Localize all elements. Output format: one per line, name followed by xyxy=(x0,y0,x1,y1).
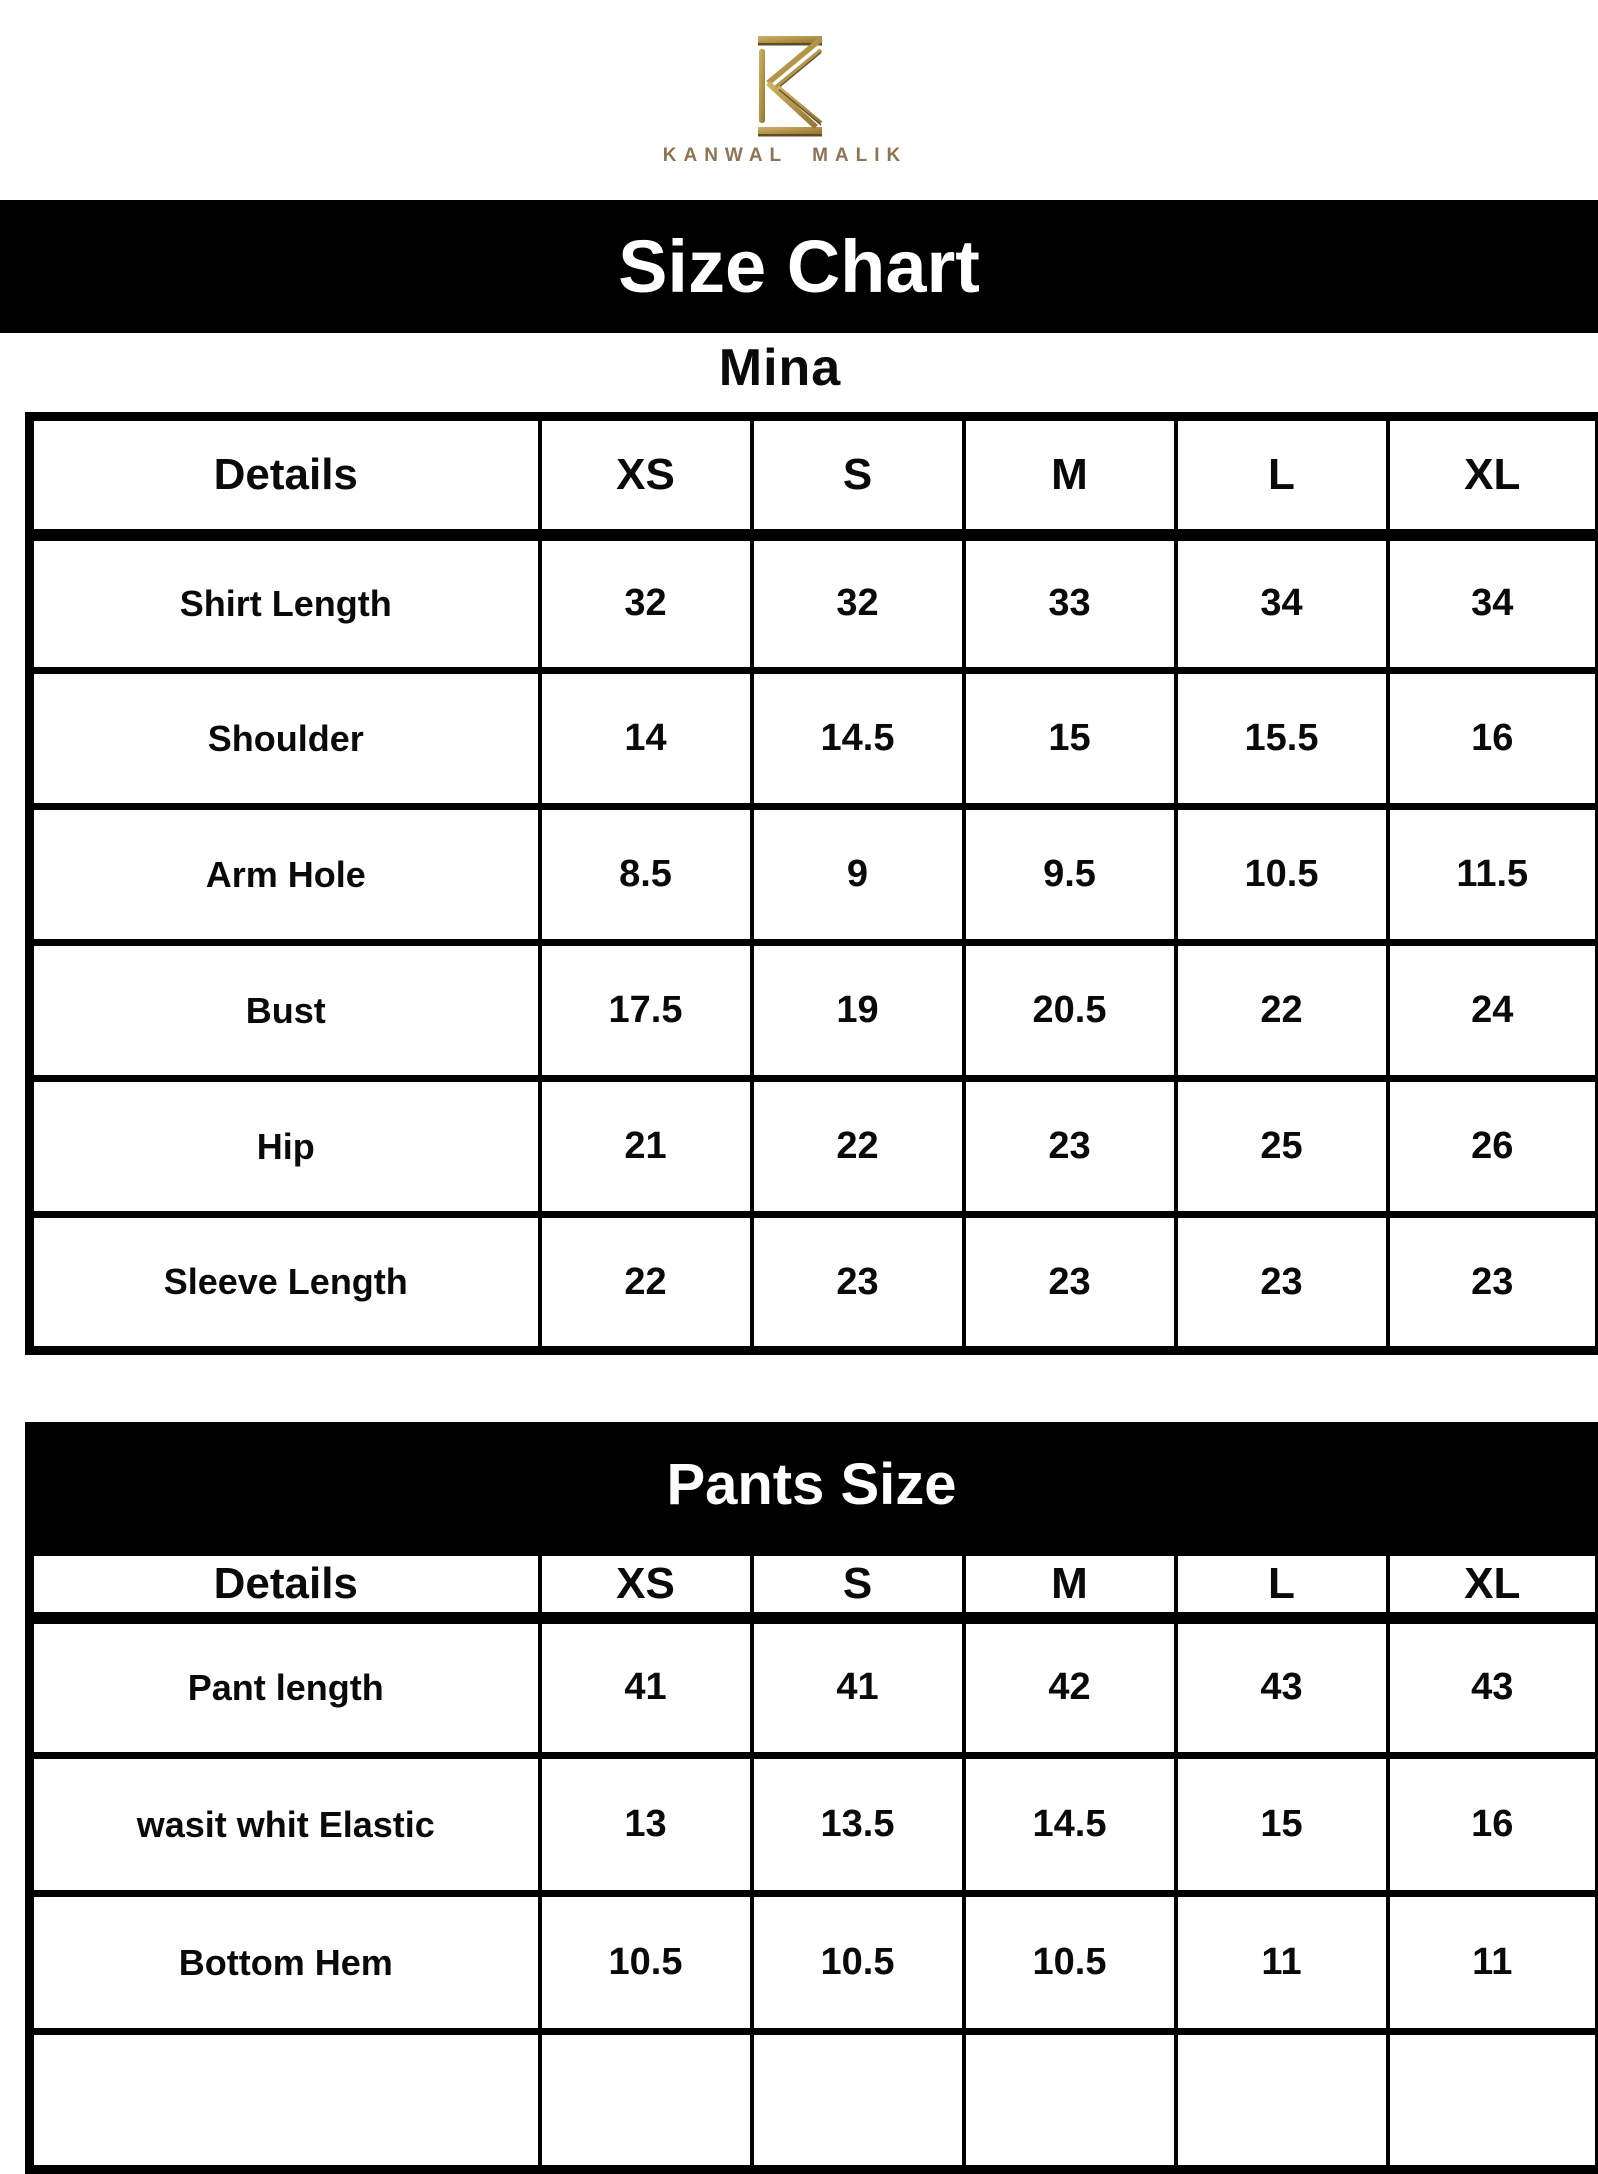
size-value: 14.5 xyxy=(964,1756,1176,1894)
size-value: 23 xyxy=(1176,1215,1388,1351)
size-value: 19 xyxy=(752,943,964,1079)
header-cell-xs: XS xyxy=(540,417,752,535)
size-value: 15 xyxy=(964,671,1176,807)
row-label: wasit whit Elastic xyxy=(30,1756,540,1894)
table-row-sleeve-length: Sleeve Length 22 23 23 23 23 xyxy=(30,1215,1598,1351)
header-cell-l: L xyxy=(1176,1552,1388,1618)
size-value: 13 xyxy=(540,1756,752,1894)
table-row-shirt-length: Shirt Length 32 32 33 34 34 xyxy=(30,535,1598,671)
table-row-waist-elastic: wasit whit Elastic 13 13.5 14.5 15 16 xyxy=(30,1756,1598,1894)
brand-header: KANWAL MALIK xyxy=(0,36,1570,167)
shirt-table-title: Mina xyxy=(0,338,1560,398)
header-cell-details: Details xyxy=(30,1552,540,1618)
size-value: 20.5 xyxy=(964,943,1176,1079)
header-cell-l: L xyxy=(1176,417,1388,535)
row-label: Shoulder xyxy=(30,671,540,807)
size-value: 26 xyxy=(1388,1079,1598,1215)
size-value: 23 xyxy=(752,1215,964,1351)
size-value: 23 xyxy=(964,1215,1176,1351)
size-chart-title: Size Chart xyxy=(618,224,980,309)
pants-size-banner: Pants Size xyxy=(25,1422,1598,1547)
size-value: 41 xyxy=(752,1618,964,1756)
table-row-hip: Hip 21 22 23 25 26 xyxy=(30,1079,1598,1215)
row-label: Hip xyxy=(30,1079,540,1215)
header-cell-xs: XS xyxy=(540,1552,752,1618)
size-value: 22 xyxy=(540,1215,752,1351)
size-value: 25 xyxy=(1176,1079,1388,1215)
size-value: 10.5 xyxy=(964,1894,1176,2032)
size-value: 10.5 xyxy=(1176,807,1388,943)
size-value: 43 xyxy=(1388,1618,1598,1756)
pants-size-table: Details XS S M L XL Pant length 41 41 42… xyxy=(25,1547,1598,2174)
size-value: 16 xyxy=(1388,1756,1598,1894)
header-cell-s: S xyxy=(752,417,964,535)
header-cell-s: S xyxy=(752,1552,964,1618)
pants-size-title: Pants Size xyxy=(666,1451,956,1518)
size-value: 10.5 xyxy=(752,1894,964,2032)
header-cell-m: M xyxy=(964,417,1176,535)
table-header-row: Details XS S M L XL xyxy=(30,417,1598,535)
size-value: 11 xyxy=(1388,1894,1598,2032)
size-value: 17.5 xyxy=(540,943,752,1079)
header-cell-xl: XL xyxy=(1388,1552,1598,1618)
size-value: 15 xyxy=(1176,1756,1388,1894)
table-row-shoulder: Shoulder 14 14.5 15 15.5 16 xyxy=(30,671,1598,807)
row-label: Sleeve Length xyxy=(30,1215,540,1351)
size-value: 9 xyxy=(752,807,964,943)
row-label: Bust xyxy=(30,943,540,1079)
row-label: Bottom Hem xyxy=(30,1894,540,2032)
brand-name-text: KANWAL MALIK xyxy=(663,145,907,167)
size-value: 32 xyxy=(752,535,964,671)
size-value: 42 xyxy=(964,1618,1176,1756)
table-row-bottom-hem: Bottom Hem 10.5 10.5 10.5 11 11 xyxy=(30,1894,1598,2032)
size-value: 14.5 xyxy=(752,671,964,807)
header-cell-details: Details xyxy=(30,417,540,535)
size-value: 21 xyxy=(540,1079,752,1215)
size-chart-banner: Size Chart xyxy=(0,200,1598,333)
table-row-partial-cutoff xyxy=(30,2032,1598,2170)
size-value: 23 xyxy=(964,1079,1176,1215)
size-value: 32 xyxy=(540,535,752,671)
size-value: 33 xyxy=(964,535,1176,671)
table-row-pant-length: Pant length 41 41 42 43 43 xyxy=(30,1618,1598,1756)
header-cell-xl: XL xyxy=(1388,417,1598,535)
size-value: 14 xyxy=(540,671,752,807)
table-header-row: Details XS S M L XL xyxy=(30,1552,1598,1618)
kanwal-malik-logo-icon xyxy=(746,36,824,140)
size-value: 34 xyxy=(1176,535,1388,671)
size-value: 13.5 xyxy=(752,1756,964,1894)
shirt-size-table: Details XS S M L XL Shirt Length 32 32 3… xyxy=(25,412,1598,1355)
size-value: 16 xyxy=(1388,671,1598,807)
size-value: 8.5 xyxy=(540,807,752,943)
row-label: Shirt Length xyxy=(30,535,540,671)
table-row-bust: Bust 17.5 19 20.5 22 24 xyxy=(30,943,1598,1079)
size-value: 22 xyxy=(1176,943,1388,1079)
size-value: 10.5 xyxy=(540,1894,752,2032)
size-value: 15.5 xyxy=(1176,671,1388,807)
table-row-arm-hole: Arm Hole 8.5 9 9.5 10.5 11.5 xyxy=(30,807,1598,943)
size-value: 11.5 xyxy=(1388,807,1598,943)
size-value: 23 xyxy=(1388,1215,1598,1351)
size-value: 43 xyxy=(1176,1618,1388,1756)
size-value: 22 xyxy=(752,1079,964,1215)
row-label: Pant length xyxy=(30,1618,540,1756)
size-value: 41 xyxy=(540,1618,752,1756)
header-cell-m: M xyxy=(964,1552,1176,1618)
row-label: Arm Hole xyxy=(30,807,540,943)
size-value: 34 xyxy=(1388,535,1598,671)
size-value: 24 xyxy=(1388,943,1598,1079)
size-value: 11 xyxy=(1176,1894,1388,2032)
size-value: 9.5 xyxy=(964,807,1176,943)
